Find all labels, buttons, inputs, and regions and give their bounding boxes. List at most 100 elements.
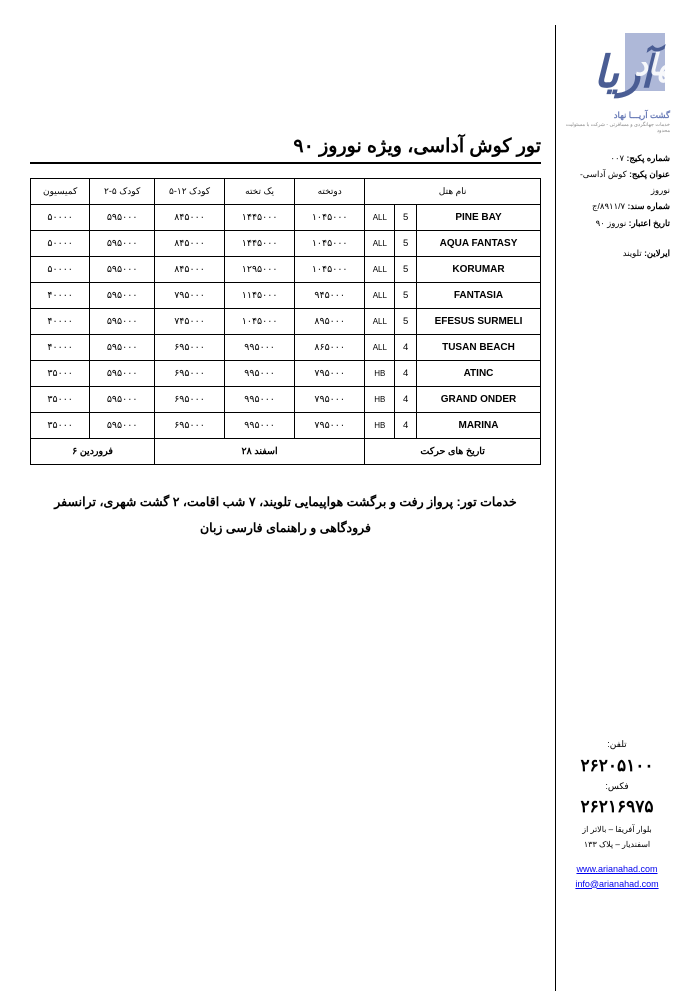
- cell-board: HB: [365, 413, 395, 439]
- cell-board: HB: [365, 361, 395, 387]
- cell-commission: ۳۵۰۰۰: [31, 413, 90, 439]
- tel-number: ۲۶۲۰۵۱۰۰: [564, 752, 670, 779]
- cell-board: ALL: [365, 205, 395, 231]
- cell-single: ۱۰۴۵۰۰۰: [225, 309, 295, 335]
- cell-commission: ۵۰۰۰۰: [31, 257, 90, 283]
- pkg-no-label: شماره پکیج:: [627, 153, 671, 163]
- cell-hotel: PINE BAY: [416, 205, 540, 231]
- airline-name: تلویند: [623, 248, 642, 258]
- cell-single: ۹۹۵۰۰۰: [225, 361, 295, 387]
- cell-single: ۹۹۵۰۰۰: [225, 413, 295, 439]
- cell-star: 4: [395, 387, 417, 413]
- cell-commission: ۳۵۰۰۰: [31, 387, 90, 413]
- cell-child25: ۵۹۵۰۰۰: [90, 231, 155, 257]
- cell-double: ۷۹۵۰۰۰: [295, 387, 365, 413]
- cell-double: ۷۹۵۰۰۰: [295, 413, 365, 439]
- fax-label: فکس:: [564, 779, 670, 793]
- cell-child25: ۵۹۵۰۰۰: [90, 413, 155, 439]
- cell-child512: ۶۹۵۰۰۰: [154, 361, 224, 387]
- table-row: ۴۰۰۰۰۵۹۵۰۰۰۷۴۵۰۰۰۱۰۴۵۰۰۰۸۹۵۰۰۰ALL5EFESUS…: [31, 309, 541, 335]
- valid-label: تاریخ اعتبار:: [629, 218, 670, 228]
- cell-child25: ۵۹۵۰۰۰: [90, 257, 155, 283]
- valid-date: نوروز ۹۰: [596, 218, 627, 228]
- col-child512: کودک ۱۲-۵: [154, 179, 224, 205]
- company-logo: آریا نهاد: [575, 25, 670, 110]
- cell-hotel: GRAND ONDER: [416, 387, 540, 413]
- date-1: ۲۸ اسفند: [154, 439, 364, 465]
- cell-child25: ۵۹۵۰۰۰: [90, 335, 155, 361]
- cell-star: 4: [395, 335, 417, 361]
- cell-board: ALL: [365, 309, 395, 335]
- cell-double: ۹۴۵۰۰۰: [295, 283, 365, 309]
- cell-hotel: EFESUS SURMELI: [416, 309, 540, 335]
- address-line-1: بلوار آفریقا – بالاتر از: [564, 824, 670, 837]
- table-row: ۵۰۰۰۰۵۹۵۰۰۰۸۴۵۰۰۰۱۴۴۵۰۰۰۱۰۴۵۰۰۰ALL5AQUA …: [31, 231, 541, 257]
- cell-single: ۱۴۴۵۰۰۰: [225, 205, 295, 231]
- package-meta: شماره پکیج: ۰۰۷ عنوان پکیج: کوش آداسی-نو…: [564, 150, 670, 261]
- date-2: ۶ فروردین: [31, 439, 155, 465]
- cell-commission: ۵۰۰۰۰: [31, 231, 90, 257]
- main-content: تور کوش آداسی، ویژه نوروز ۹۰ کمیسیون کود…: [30, 25, 555, 991]
- cell-commission: ۴۰۰۰۰: [31, 283, 90, 309]
- cell-double: ۸۹۵۰۰۰: [295, 309, 365, 335]
- cell-child512: ۸۴۵۰۰۰: [154, 257, 224, 283]
- doc-no-label: شماره سند:: [627, 201, 670, 211]
- table-row: ۳۵۰۰۰۵۹۵۰۰۰۶۹۵۰۰۰۹۹۵۰۰۰۷۹۵۰۰۰HB4MARINA: [31, 413, 541, 439]
- cell-star: 5: [395, 231, 417, 257]
- cell-star: 4: [395, 413, 417, 439]
- table-row: ۴۰۰۰۰۵۹۵۰۰۰۶۹۵۰۰۰۹۹۵۰۰۰۸۶۵۰۰۰ALL4TUSAN B…: [31, 335, 541, 361]
- cell-hotel: FANTASIA: [416, 283, 540, 309]
- cell-hotel: ATINC: [416, 361, 540, 387]
- cell-child25: ۵۹۵۰۰۰: [90, 205, 155, 231]
- cell-star: 5: [395, 205, 417, 231]
- table-row: ۵۰۰۰۰۵۹۵۰۰۰۸۴۵۰۰۰۱۲۹۵۰۰۰۱۰۴۵۰۰۰ALL5KORUM…: [31, 257, 541, 283]
- pkg-no: ۰۰۷: [610, 153, 624, 163]
- airline-label: ایرلاین:: [644, 248, 670, 258]
- cell-child25: ۵۹۵۰۰۰: [90, 309, 155, 335]
- cell-double: ۷۹۵۰۰۰: [295, 361, 365, 387]
- cell-board: ALL: [365, 231, 395, 257]
- cell-child512: ۶۹۵۰۰۰: [154, 335, 224, 361]
- cell-single: ۱۴۴۵۰۰۰: [225, 231, 295, 257]
- cell-child512: ۷۹۵۰۰۰: [154, 283, 224, 309]
- cell-commission: ۴۰۰۰۰: [31, 309, 90, 335]
- cell-child25: ۵۹۵۰۰۰: [90, 387, 155, 413]
- cell-single: ۹۹۵۰۰۰: [225, 387, 295, 413]
- cell-child512: ۸۴۵۰۰۰: [154, 231, 224, 257]
- cell-single: ۱۲۹۵۰۰۰: [225, 257, 295, 283]
- col-hotel: نام هتل: [365, 179, 541, 205]
- cell-hotel: MARINA: [416, 413, 540, 439]
- cell-child512: ۷۴۵۰۰۰: [154, 309, 224, 335]
- cell-star: 4: [395, 361, 417, 387]
- cell-commission: ۴۰۰۰۰: [31, 335, 90, 361]
- cell-double: ۱۰۴۵۰۰۰: [295, 257, 365, 283]
- website-link[interactable]: www.arianahad.com: [564, 862, 670, 876]
- cell-board: ALL: [365, 257, 395, 283]
- table-row: ۳۵۰۰۰۵۹۵۰۰۰۶۹۵۰۰۰۹۹۵۰۰۰۷۹۵۰۰۰HB4GRAND ON…: [31, 387, 541, 413]
- dates-label: تاریخ های حرکت: [365, 439, 541, 465]
- col-child25: کودک ۵-۲: [90, 179, 155, 205]
- dates-row: ۶ فروردین ۲۸ اسفند تاریخ های حرکت: [31, 439, 541, 465]
- cell-board: ALL: [365, 283, 395, 309]
- page-title: تور کوش آداسی، ویژه نوروز ۹۰: [30, 135, 541, 164]
- tel-label: تلفن:: [564, 737, 670, 751]
- address-line-2: اسفندیار – پلاک ۱۳۳: [564, 839, 670, 852]
- cell-hotel: KORUMAR: [416, 257, 540, 283]
- cell-child25: ۵۹۵۰۰۰: [90, 361, 155, 387]
- col-double: دوتخته: [295, 179, 365, 205]
- cell-hotel: TUSAN BEACH: [416, 335, 540, 361]
- cell-double: ۸۶۵۰۰۰: [295, 335, 365, 361]
- logo-tagline: خدمات جهانگردی و مسافرتی - شرکت با مسئول…: [564, 122, 670, 134]
- email-link[interactable]: info@arianahad.com: [564, 877, 670, 891]
- cell-child512: ۶۹۵۰۰۰: [154, 413, 224, 439]
- cell-double: ۱۰۴۵۰۰۰: [295, 205, 365, 231]
- services-text: خدمات تور: پرواز رفت و برگشت هواپیمایی ت…: [30, 489, 541, 542]
- cell-hotel: AQUA FANTASY: [416, 231, 540, 257]
- table-row: ۴۰۰۰۰۵۹۵۰۰۰۷۹۵۰۰۰۱۱۴۵۰۰۰۹۴۵۰۰۰ALL5FANTAS…: [31, 283, 541, 309]
- table-header-row: کمیسیون کودک ۵-۲ کودک ۱۲-۵ یک تخته دوتخت…: [31, 179, 541, 205]
- contact-block: تلفن: ۲۶۲۰۵۱۰۰ فکس: ۲۶۲۱۶۹۷۵ بلوار آفریق…: [564, 737, 670, 891]
- cell-child512: ۶۹۵۰۰۰: [154, 387, 224, 413]
- cell-star: 5: [395, 283, 417, 309]
- pkg-title-label: عنوان پکیج:: [629, 169, 670, 179]
- cell-child512: ۸۴۵۰۰۰: [154, 205, 224, 231]
